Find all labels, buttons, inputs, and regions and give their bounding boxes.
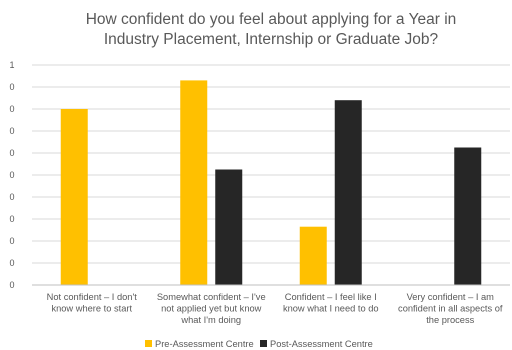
category-label-1-line-1: Not confident – I don't bbox=[47, 292, 138, 302]
y-tick-label-5: 0 bbox=[9, 170, 14, 180]
legend-swatch-post bbox=[260, 340, 267, 347]
legend-label-pre: Pre-Assessment Centre bbox=[155, 339, 254, 349]
bar-pre-2 bbox=[180, 80, 208, 286]
bar-post-4 bbox=[454, 147, 482, 285]
category-label-3: Confident – I feel like I know what I nee… bbox=[283, 292, 379, 314]
y-tick-label-1: 0 bbox=[9, 258, 14, 268]
category-label-2-line-2: not applied yet but know bbox=[161, 304, 262, 314]
y-tick-label-8: 0 bbox=[9, 104, 14, 114]
gridlines bbox=[32, 64, 510, 264]
category-label-4-line-3: the process bbox=[426, 315, 474, 325]
category-label-4-line-2: confident in all aspects of bbox=[398, 304, 503, 314]
y-tick-label-4: 0 bbox=[9, 192, 14, 202]
bar-post-3 bbox=[334, 100, 362, 285]
bars bbox=[60, 80, 482, 286]
category-label-2-line-3: what I'm doing bbox=[180, 315, 241, 325]
y-axis-ticks: 0 0 0 0 0 0 0 0 0 0 1 bbox=[9, 60, 14, 290]
chart-title: How confident do you feel about applying… bbox=[86, 11, 457, 48]
category-labels: Not confident – I don't know where to sta… bbox=[47, 292, 503, 325]
chart-title-line-1: How confident do you feel about applying… bbox=[86, 11, 457, 28]
category-label-3-line-1: Confident – I feel like I bbox=[285, 292, 377, 302]
category-label-3-line-2: know what I need to do bbox=[283, 304, 379, 314]
legend: Pre-Assessment Centre Post-Assessment Cen… bbox=[145, 339, 373, 349]
legend-swatch-pre bbox=[145, 340, 152, 347]
bar-pre-1 bbox=[60, 109, 88, 285]
y-tick-label-2: 0 bbox=[9, 236, 14, 246]
y-tick-label-6: 0 bbox=[9, 148, 14, 158]
y-tick-label-7: 0 bbox=[9, 126, 14, 136]
y-tick-label-3: 0 bbox=[9, 214, 14, 224]
y-tick-label-9: 0 bbox=[9, 82, 14, 92]
category-label-4-line-1: Very confident – I am bbox=[407, 292, 495, 302]
category-label-1: Not confident – I don't know where to sta… bbox=[47, 292, 138, 314]
category-label-2: Somewhat confident – I've not applied yet… bbox=[157, 292, 266, 325]
legend-label-post: Post-Assessment Centre bbox=[270, 339, 373, 349]
y-tick-label-10: 1 bbox=[9, 60, 14, 70]
category-label-4: Very confident – I am confident in all as… bbox=[398, 292, 503, 325]
chart-title-line-2: Industry Placement, Internship or Gradua… bbox=[104, 31, 439, 48]
bar-post-2 bbox=[215, 169, 243, 285]
category-label-2-line-1: Somewhat confident – I've bbox=[157, 292, 266, 302]
category-label-1-line-2: know where to start bbox=[51, 304, 132, 314]
y-tick-label-0: 0 bbox=[9, 280, 14, 290]
bar-pre-3 bbox=[299, 226, 327, 285]
